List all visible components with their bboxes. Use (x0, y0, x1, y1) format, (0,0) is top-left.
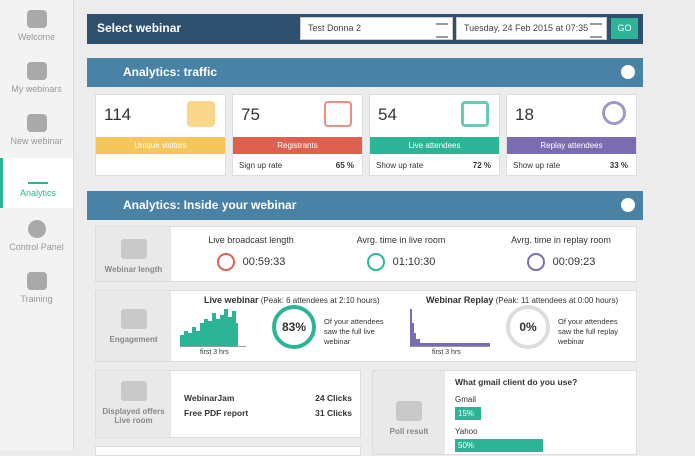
offer-name: WebinarJam (184, 393, 235, 403)
axis-label: first 3 hrs (200, 349, 229, 356)
item-value: 00:09:23 (552, 255, 596, 268)
length-item: Avrg. time in live room 01:10:30 (346, 235, 456, 271)
axis-label: first 3 hrs (432, 349, 461, 356)
stat-label: Replay attendees (507, 137, 636, 154)
stat-value: 75 (241, 105, 260, 124)
nav-label[interactable]: Analytics (19, 188, 56, 198)
stat-value: 114 (104, 105, 132, 124)
ring-note: Of your attendees saw the full replay we… (558, 317, 619, 346)
item-label: Avrg. time in live room (356, 235, 446, 245)
replay-title: Webinar Replay (426, 295, 494, 305)
icon (602, 101, 626, 125)
nav-label[interactable]: Training (20, 294, 53, 304)
stat-label: Live attendees (370, 137, 499, 154)
stat-label: Unique visitors (96, 137, 225, 154)
label-text: Displayed offers Live room (102, 407, 165, 425)
nav-label[interactable]: Welcome (17, 32, 56, 42)
offer-clicks: 31 Clicks (315, 408, 352, 418)
sidebar: Welcome My webinars New webinar Analytic… (0, 0, 74, 450)
live-title: Live webinar (204, 295, 259, 305)
item-value: 00:59:33 (242, 255, 286, 268)
replay-sparkline (410, 309, 490, 347)
date-select[interactable]: Tuesday, 24 Feb 2015 at 07:35 (456, 17, 607, 40)
panel-label: Engagement (96, 291, 171, 361)
live-sparkline (180, 309, 246, 347)
ring-value: 0% (519, 320, 537, 334)
section-header[interactable]: Analytics: traffic (87, 58, 643, 87)
stat-card: 114 Unique visitors (95, 94, 226, 176)
rate-label: Sign up rate (239, 161, 283, 170)
ring-note: Of your attendees saw the full live webi… (324, 317, 384, 346)
poll-question: What gmail client do you use? (455, 377, 578, 387)
panel-label: Displayed offers Live room (96, 371, 171, 437)
poll-bar: 15% (455, 407, 481, 420)
panel-label: Poll result (373, 371, 445, 454)
item-label: Live broadcast length (208, 235, 294, 245)
nav-item[interactable]: My webinars (0, 62, 73, 94)
nav-item-active[interactable]: Analytics (0, 158, 73, 208)
replay-title-row: Webinar Replay (Peak: 11 attendees at 0:… (426, 295, 618, 305)
stat-card: 18 Replay attendees Show up rate 33 % (506, 94, 637, 176)
collapse-icon[interactable] (621, 198, 635, 212)
rate-value: 65 % (335, 161, 354, 170)
live-peak: (Peak: 6 attendees at 2:10 hours) (260, 296, 380, 305)
nav-item[interactable]: Training (0, 272, 73, 304)
offers-panel: Displayed offers Live room WebinarJam 24… (95, 370, 361, 438)
icon (324, 101, 352, 127)
icon (461, 101, 489, 127)
panel-label: Webinar length (96, 227, 171, 281)
nav-label[interactable]: New webinar (10, 136, 63, 146)
header-title: Select webinar (97, 21, 182, 35)
poll-option: Yahoo (455, 427, 478, 436)
engagement-panel: Engagement Live webinar (Peak: 6 attende… (95, 290, 637, 362)
rate-label: Show up rate (376, 161, 424, 170)
section-title: Analytics: Inside your webinar (123, 198, 297, 212)
stat-label: Registrants (233, 137, 362, 154)
next-panel (95, 446, 361, 456)
rate-value: 33 % (609, 161, 628, 170)
live-title-row: Live webinar (Peak: 6 attendees at 2:10 … (204, 295, 380, 305)
poll-option: Gmail (455, 395, 476, 404)
nav-label[interactable]: My webinars (11, 84, 62, 94)
section-title: Analytics: traffic (123, 65, 218, 79)
rate-label: Show up rate (513, 161, 561, 170)
icon (187, 101, 215, 127)
webinar-select[interactable]: Test Donna 2 (300, 17, 453, 40)
nav-label[interactable]: Control Panel (9, 242, 64, 252)
progress-ring: 0% (506, 305, 550, 349)
stat-value: 54 (378, 105, 397, 124)
stat-card: 54 Live attendees Show up rate 72 % (369, 94, 500, 176)
replay-peak: (Peak: 11 attendees at 0:00 hours) (495, 296, 619, 305)
length-item: Avrg. time in replay room 00:09:23 (496, 235, 626, 271)
label-text: Engagement (109, 335, 158, 344)
poll-panel: Poll result What gmail client do you use… (372, 370, 637, 455)
collapse-icon[interactable] (621, 65, 635, 79)
length-item: Live broadcast length 00:59:33 (196, 235, 306, 271)
stat-card: 75 Registrants Sign up rate 65 % (232, 94, 363, 176)
label-text: Poll result (389, 427, 429, 436)
item-label: Avrg. time in replay room (511, 235, 611, 245)
length-panel: Webinar length Live broadcast length 00:5… (95, 226, 637, 282)
offer-clicks: 24 Clicks (315, 393, 352, 403)
rate-value: 72 % (472, 161, 491, 170)
nav-item[interactable]: New webinar (0, 114, 73, 146)
item-value: 01:10:30 (392, 255, 436, 268)
label-text: Webinar length (104, 265, 163, 274)
stat-value: 18 (515, 105, 534, 124)
offer-name: Free PDF report (184, 408, 249, 418)
nav-item[interactable]: Control Panel (0, 220, 73, 252)
nav-item[interactable]: Welcome (0, 10, 73, 42)
poll-bar: 50% (455, 439, 543, 452)
progress-ring: 83% (272, 305, 316, 349)
ring-value: 83% (281, 320, 307, 334)
go-button[interactable]: GO (611, 18, 638, 39)
section-header[interactable]: Analytics: Inside your webinar (87, 191, 643, 220)
